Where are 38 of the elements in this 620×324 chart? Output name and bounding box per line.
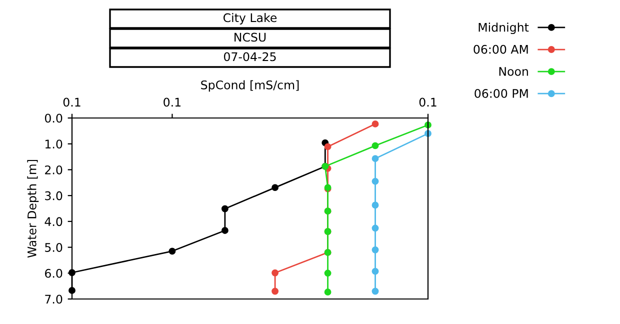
y-tick-label: 1.0 — [45, 140, 62, 149]
point — [221, 227, 228, 234]
point — [168, 248, 176, 255]
legend-label: 06:00 PM — [474, 88, 528, 98]
point — [372, 202, 379, 209]
point — [324, 270, 332, 277]
point — [372, 142, 379, 150]
y-tick-label: 5.0 — [45, 243, 62, 252]
x-axis-title: SpCond [mS/cm] — [201, 80, 299, 92]
y-tick-label: 3.0 — [45, 191, 62, 200]
y-tick-label: 7.0 — [45, 294, 62, 304]
chart-subtitle: NCSU — [234, 32, 266, 42]
chart-title: City Lake — [223, 13, 277, 24]
y-tick-label: 0.0 — [44, 114, 62, 123]
text: 07-04-25 — [224, 52, 276, 62]
point — [324, 143, 332, 150]
point — [324, 288, 332, 296]
point — [272, 288, 279, 295]
y-tick-label: 2.0 — [45, 165, 62, 174]
legend-label: Midnight — [478, 22, 529, 34]
point — [372, 120, 379, 128]
point — [372, 224, 379, 232]
legend-label: 06:00 AM — [474, 44, 528, 54]
y-tick-label: 6.0 — [45, 268, 62, 278]
y-axis-title: Water Depth [m] — [27, 160, 39, 258]
x-tick-label: 0.1 — [164, 98, 181, 107]
point — [372, 155, 379, 162]
legend-label: Noon — [499, 67, 528, 76]
point — [221, 205, 228, 212]
point — [372, 246, 379, 254]
point — [372, 268, 379, 275]
point — [272, 184, 279, 192]
x-tick-label: 0.1 — [419, 98, 436, 107]
point — [372, 288, 379, 295]
x-tick-label: 0.1 — [63, 98, 80, 107]
point — [272, 269, 279, 276]
point — [372, 178, 379, 185]
y-tick-label: 4.0 — [44, 217, 62, 226]
